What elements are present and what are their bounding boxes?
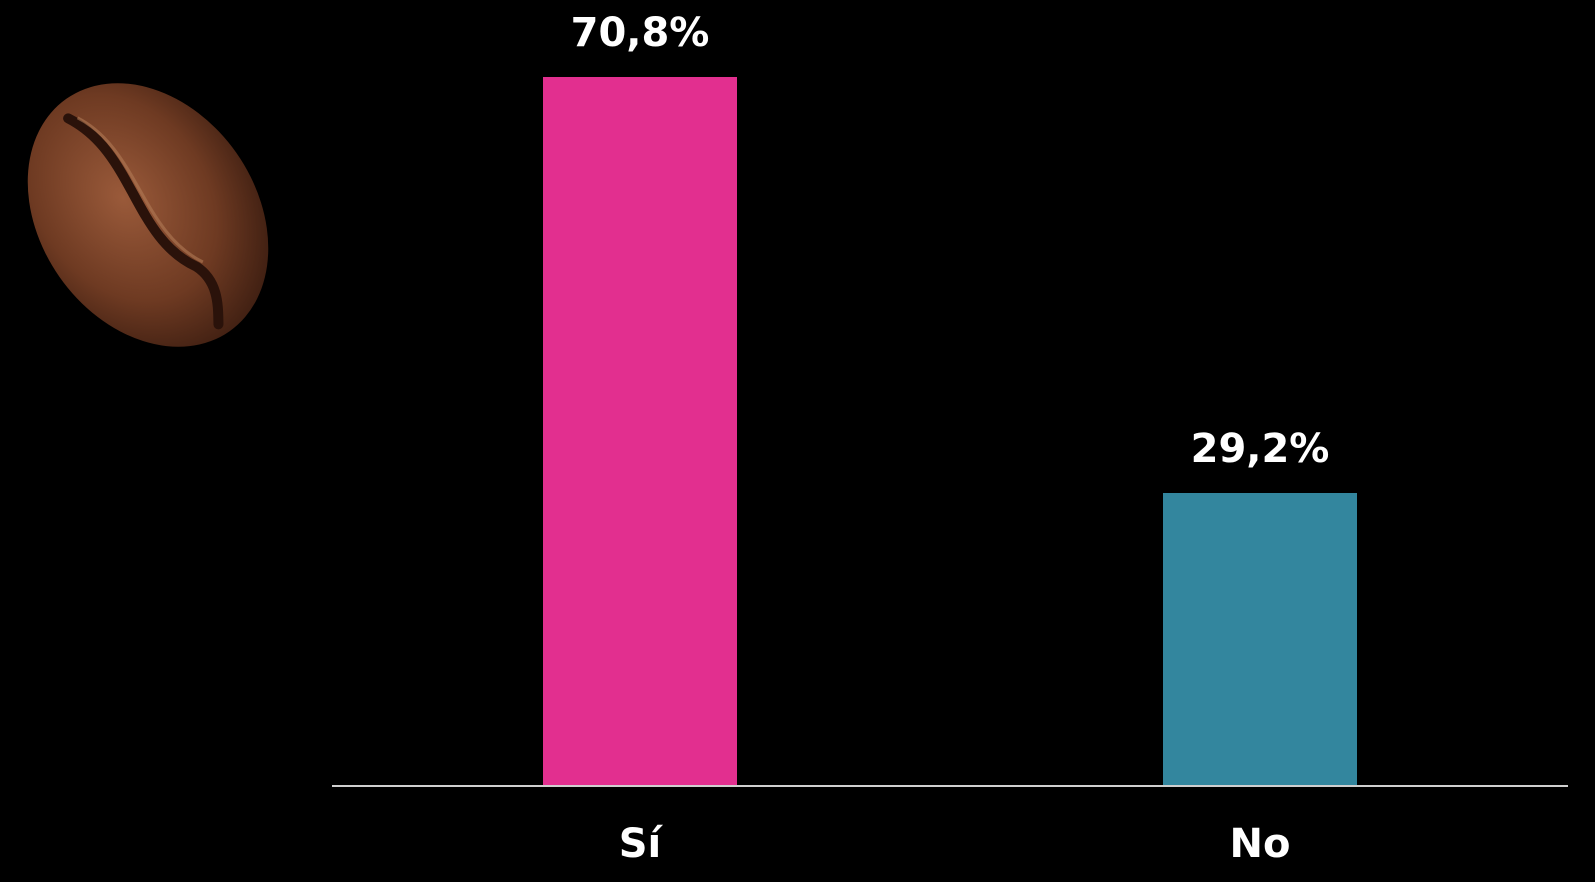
bar bbox=[1163, 493, 1357, 785]
x-tick-label: No bbox=[1230, 821, 1291, 867]
x-tick-label: Sí bbox=[619, 821, 664, 867]
coffee-bean bbox=[27, 83, 269, 347]
bar bbox=[543, 77, 737, 785]
value-label: 70,8% bbox=[571, 10, 710, 56]
value-label: 29,2% bbox=[1191, 426, 1330, 472]
